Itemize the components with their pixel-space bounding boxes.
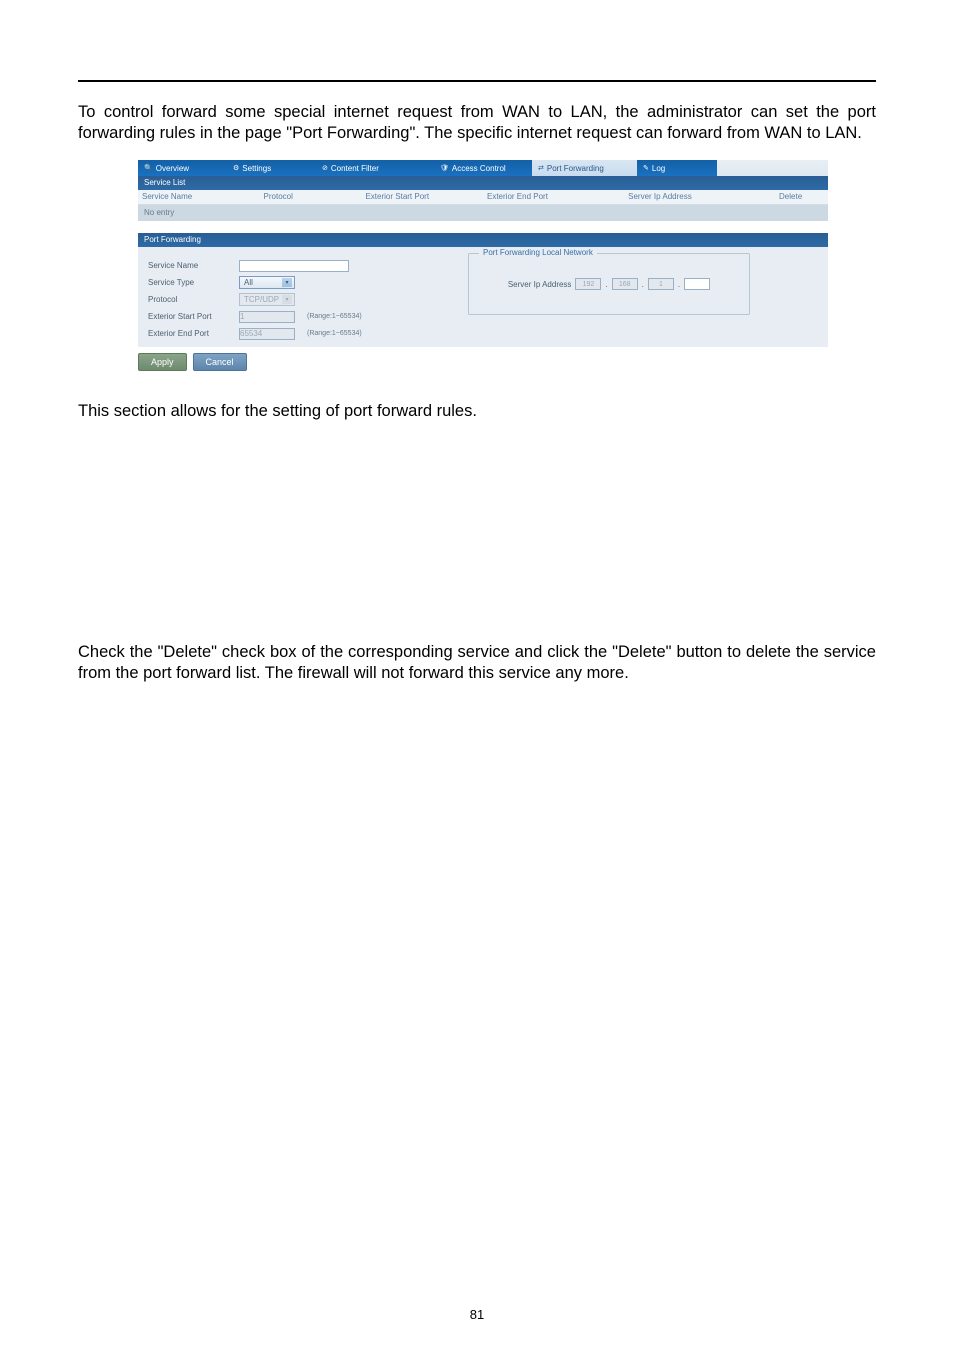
label-ext-end-port: Exterior End Port [148, 329, 233, 338]
range-hint-end: (Range:1~65534) [307, 330, 362, 337]
tab-overview-label: Overview [156, 164, 189, 173]
service-list-columns: Service Name Protocol Exterior Start Por… [138, 190, 828, 205]
select-protocol[interactable]: TCP/UDP ▾ [239, 293, 295, 306]
tab-port-forwarding[interactable]: ⇄ Port Forwarding [532, 160, 637, 176]
tab-content-filter-label: Content Filter [331, 164, 379, 173]
input-service-name[interactable] [239, 260, 349, 272]
intro-paragraph-3: Check the "Delete" check box of the corr… [78, 642, 876, 684]
label-server-ip: Server Ip Address [508, 280, 572, 289]
forward-icon: ⇄ [538, 164, 544, 172]
select-service-type-value: All [244, 278, 253, 287]
col-protocol: Protocol [260, 190, 362, 204]
ip-octet-1[interactable]: 192 [575, 278, 601, 290]
col-ext-start-port: Exterior Start Port [361, 190, 483, 204]
intro-paragraph-2: This section allows for the setting of p… [78, 401, 876, 422]
tab-content-filter[interactable]: ⊘ Content Filter [316, 160, 434, 176]
col-ext-end-port: Exterior End Port [483, 190, 624, 204]
port-forwarding-header: Port Forwarding [138, 233, 828, 247]
tab-settings-label: Settings [242, 164, 271, 173]
local-network-fieldset: Port Forwarding Local Network Server Ip … [468, 253, 750, 315]
button-row: Apply Cancel [138, 347, 828, 371]
ip-octet-3[interactable]: 1 [648, 278, 674, 290]
col-server-ip: Server Ip Address [624, 190, 775, 204]
ip-octet-4[interactable] [684, 278, 710, 290]
port-forwarding-screenshot: 🔍 Overview ⚙ Settings ⊘ Content Filter 🛡… [138, 160, 828, 371]
label-service-name: Service Name [148, 261, 233, 270]
chevron-down-icon: ▾ [282, 295, 292, 304]
col-delete: Delete [775, 190, 828, 204]
tab-bar: 🔍 Overview ⚙ Settings ⊘ Content Filter 🛡… [138, 160, 828, 176]
gear-icon: ⚙ [233, 164, 239, 172]
col-service-name: Service Name [138, 190, 260, 204]
select-protocol-value: TCP/UDP [244, 295, 279, 304]
label-protocol: Protocol [148, 295, 233, 304]
input-ext-end-port[interactable]: 65534 [239, 328, 295, 340]
block-icon: ⊘ [322, 164, 328, 172]
tab-overview[interactable]: 🔍 Overview [138, 160, 227, 176]
intro-paragraph-1: To control forward some special internet… [78, 102, 876, 144]
service-list-header: Service List [138, 176, 828, 190]
apply-button[interactable]: Apply [138, 353, 187, 371]
search-icon: 🔍 [144, 164, 153, 172]
pencil-icon: ✎ [643, 164, 649, 172]
chevron-down-icon: ▾ [282, 278, 292, 287]
fieldset-legend: Port Forwarding Local Network [479, 248, 597, 257]
label-service-type: Service Type [148, 278, 233, 287]
tab-port-forwarding-label: Port Forwarding [547, 164, 604, 173]
tab-log[interactable]: ✎ Log [637, 160, 717, 176]
shield-icon: 🛡 [440, 164, 449, 172]
input-ext-start-port[interactable]: 1 [239, 311, 295, 323]
ip-octet-2[interactable]: 168 [612, 278, 638, 290]
section-gap [138, 221, 828, 233]
select-service-type[interactable]: All ▾ [239, 276, 295, 289]
cancel-button[interactable]: Cancel [193, 353, 247, 371]
tab-access-control[interactable]: 🛡 Access Control [434, 160, 532, 176]
tab-settings[interactable]: ⚙ Settings [227, 160, 316, 176]
tab-access-control-label: Access Control [452, 164, 506, 173]
header-rule [78, 80, 876, 82]
port-forwarding-form: Service Name Service Type All ▾ Protocol… [138, 247, 828, 347]
page-number: 81 [0, 1307, 954, 1322]
no-entry-row: No entry [138, 205, 828, 221]
tab-filler [717, 160, 828, 176]
tab-log-label: Log [652, 164, 665, 173]
label-ext-start-port: Exterior Start Port [148, 312, 233, 321]
range-hint-start: (Range:1~65534) [307, 313, 362, 320]
